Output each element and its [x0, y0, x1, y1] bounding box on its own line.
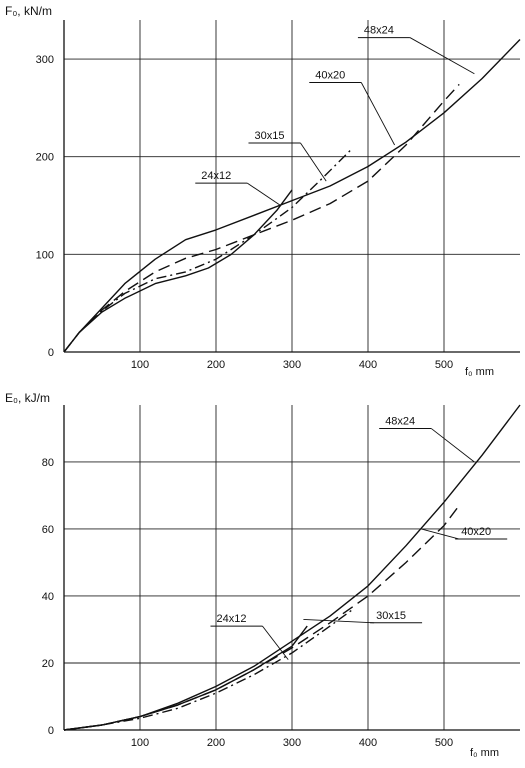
y-tick-label: 40 [42, 591, 54, 603]
series-label-40x20: 40x20 [315, 69, 345, 81]
x-tick-label: 300 [283, 737, 301, 749]
series-label-48x24: 48x24 [385, 415, 415, 427]
x-tick-label: 300 [283, 359, 301, 371]
y-axis-title: F₀, kN/m [5, 4, 52, 18]
series-line-48x24 [63, 39, 521, 353]
series-line-24x12 [63, 625, 308, 731]
series-label-24x12: 24x12 [216, 613, 246, 625]
y-tick-label: 20 [42, 658, 54, 670]
y-tick-label: 100 [36, 249, 54, 261]
series-label-leader [409, 37, 475, 75]
x-tick-label: 400 [359, 737, 377, 749]
series-line-40x20 [63, 505, 460, 731]
x-tick-label: 500 [435, 359, 453, 371]
series-label-leader [430, 428, 475, 463]
y-tick-label: 300 [36, 54, 54, 66]
series-line-30x15 [63, 608, 354, 731]
force-chart: F₀, kN/m f₀ mm 100 200 300 400 500 0 100 200 300… [5, 4, 521, 378]
y-tick-label: 0 [48, 347, 54, 359]
x-tick-label: 500 [435, 737, 453, 749]
series-label-leader [303, 618, 375, 624]
series-label-24x12: 24x12 [201, 170, 231, 182]
x-tick-label: 100 [131, 359, 149, 371]
series-label-30x15: 30x15 [254, 130, 284, 142]
x-axis-title: f₀ mm [465, 366, 494, 378]
x-tick-label: 100 [131, 737, 149, 749]
y-tick-label: 80 [42, 457, 54, 469]
y-tick-label: 0 [48, 725, 54, 737]
series-line-40x20 [63, 83, 460, 353]
series-label-leader [247, 182, 281, 206]
series-label-leader [262, 625, 289, 660]
series-label-leader [300, 142, 327, 182]
y-tick-label: 60 [42, 524, 54, 536]
series-line-24x12 [63, 189, 293, 353]
x-axis-title: f₀ mm [470, 747, 499, 759]
y-axis-title: E₀, kJ/m [5, 391, 50, 405]
x-tick-label: 200 [207, 359, 225, 371]
series-label-leader [421, 528, 460, 540]
y-tick-label: 200 [36, 152, 54, 164]
series-label-leader [360, 82, 395, 146]
series-label-48x24: 48x24 [364, 25, 394, 37]
series-label-40x20: 40x20 [461, 526, 491, 538]
series-label-30x15: 30x15 [376, 610, 406, 622]
energy-chart: E₀, kJ/m f₀ mm 100 200 300 400 500 0 20 40 60 80 4… [5, 391, 521, 759]
x-tick-label: 200 [207, 737, 225, 749]
x-tick-label: 400 [359, 359, 377, 371]
